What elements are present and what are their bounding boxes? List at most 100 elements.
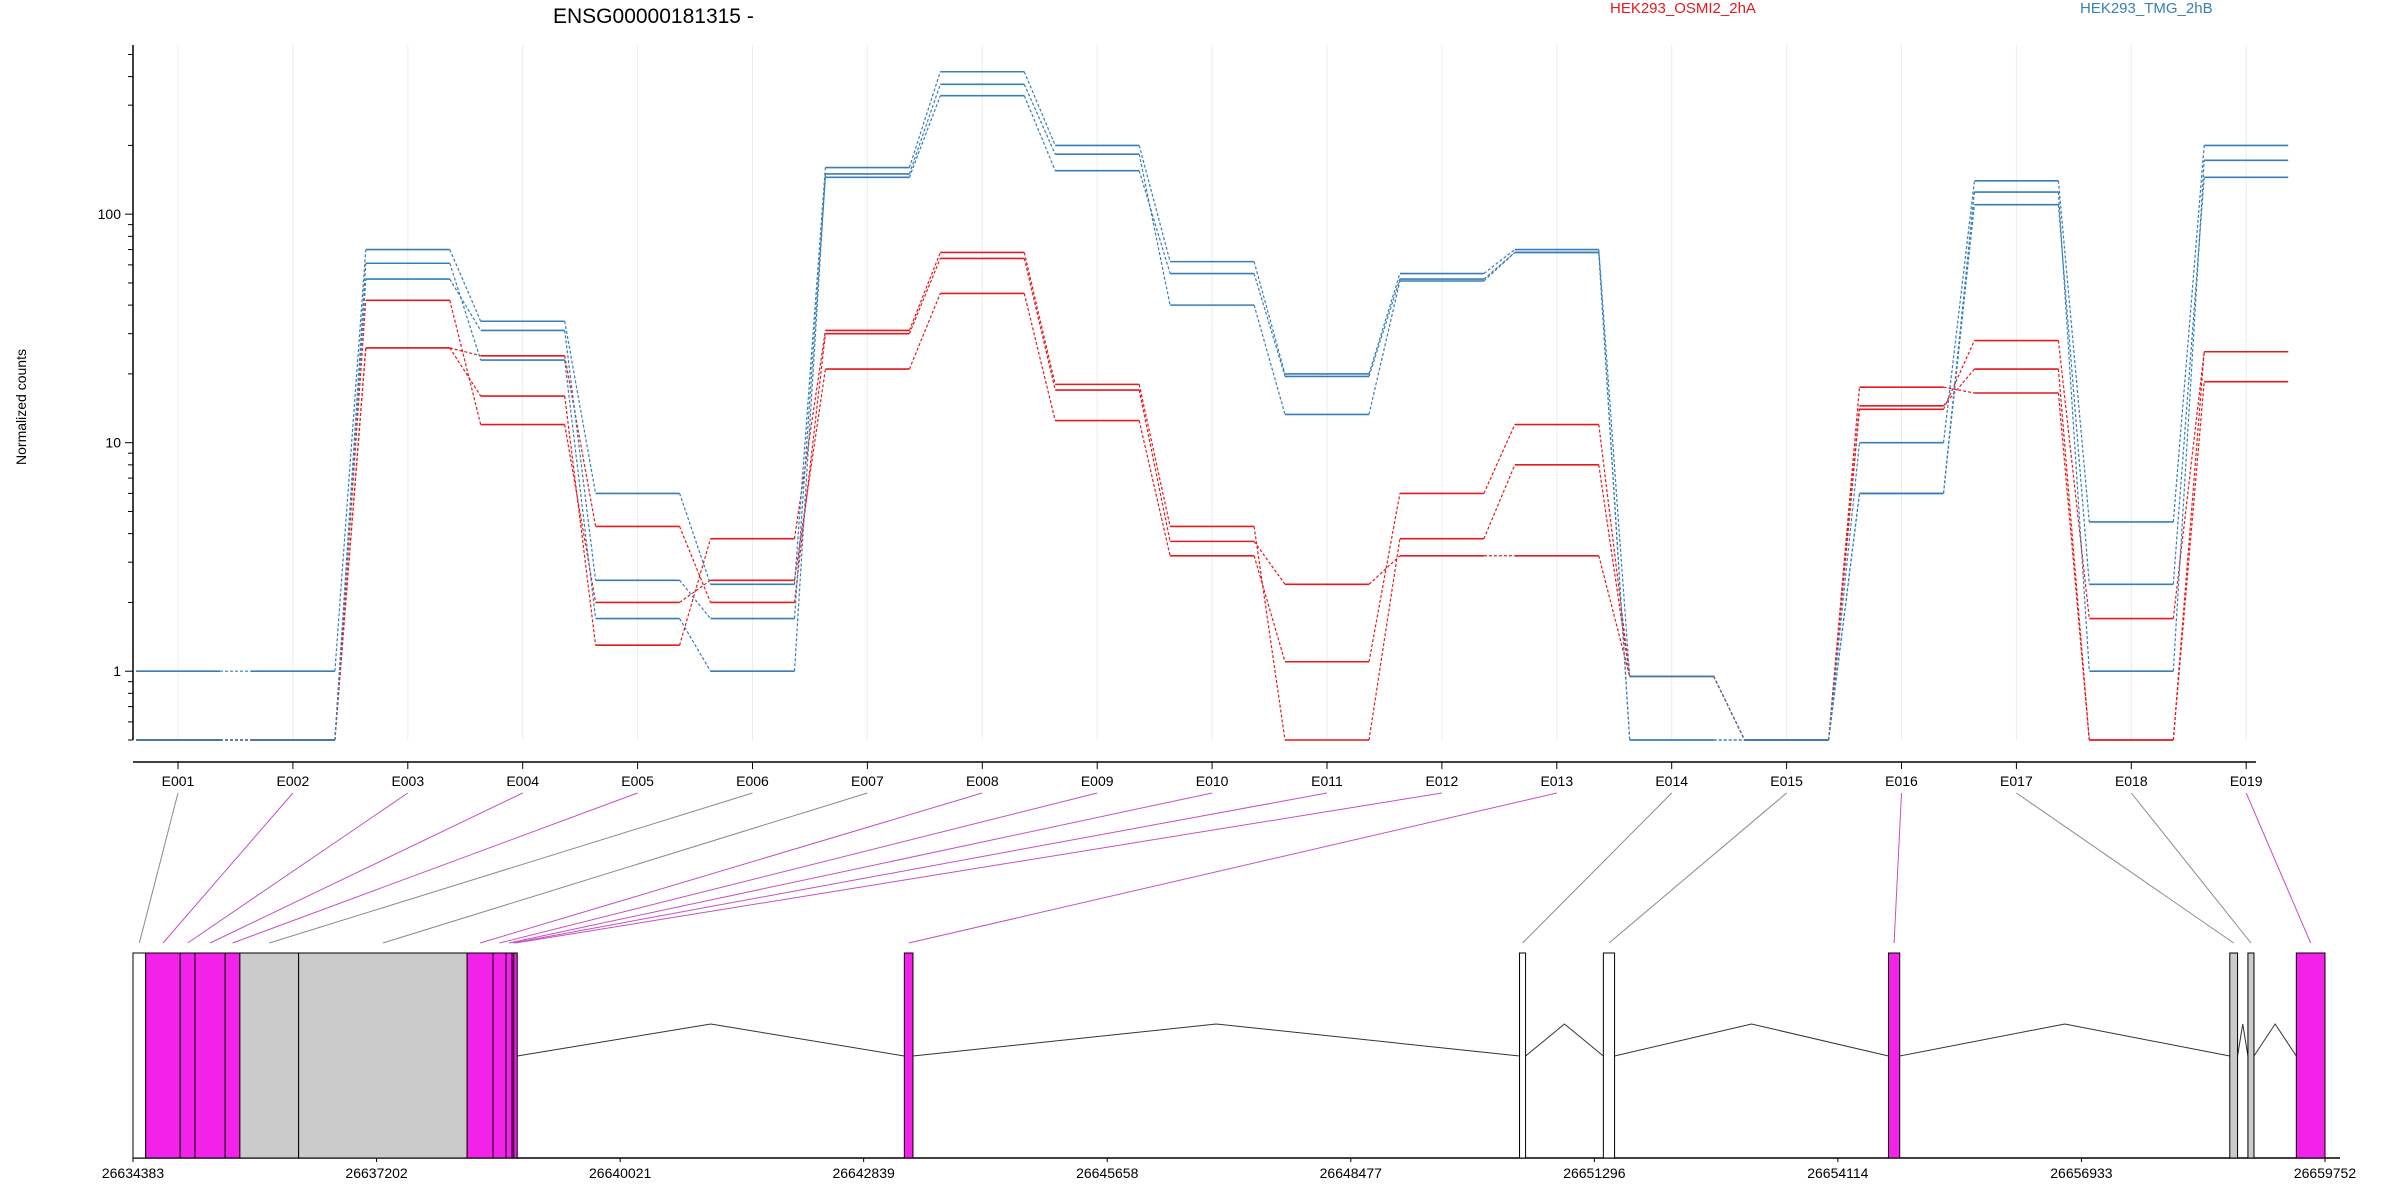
transition-segment [2057, 340, 2090, 619]
y-axis-label: Normalized counts [13, 349, 29, 465]
transition-segment [1138, 170, 1171, 274]
x-tick-label-E017: E017 [2000, 773, 2033, 789]
transition-segment [908, 84, 941, 175]
transition-segment [334, 249, 367, 672]
transition-segment [1138, 420, 1171, 556]
exon-block-E002 [145, 952, 181, 1159]
transition-segment [1943, 368, 1975, 407]
transition-segment [1942, 204, 1975, 494]
genomic-tick-label: 26654114 [1807, 1165, 1868, 1181]
series-4 [136, 70, 2289, 741]
transition-segment [1943, 386, 1975, 394]
transition-segment [1598, 249, 1631, 677]
intron-line [1525, 1023, 1604, 1057]
transition-segment [1253, 273, 1286, 377]
transition-segment [564, 355, 597, 527]
transition-segment [1253, 555, 1286, 662]
connector-E017 [2016, 792, 2234, 944]
connector-E014 [1522, 792, 1673, 944]
connector-E015 [1608, 792, 1787, 944]
exon-block-E016 [1887, 952, 1901, 1159]
transition-segment [908, 252, 941, 331]
genomic-tick-label: 26656933 [2050, 1165, 2113, 1181]
connector-E011 [512, 792, 1328, 944]
transition-segment [1023, 293, 1056, 421]
x-tick-label-E014: E014 [1655, 773, 1688, 789]
exon-block-E014 [1519, 952, 1527, 1159]
transition-segment [2172, 177, 2205, 585]
genomic-tick-label: 26645658 [1076, 1165, 1139, 1181]
exon-connectors [138, 792, 2312, 944]
legend-tmg: HEK293_TMG_2hB [2080, 0, 2213, 17]
gene-model: 26634383 26637202 26640021 26642839 26645658… [102, 952, 2357, 1181]
x-tick-label-E003: E003 [391, 773, 424, 789]
connector-E008 [479, 792, 983, 944]
intron-line [912, 1023, 1520, 1057]
transition-segment [1598, 424, 1631, 677]
transition-segment [1368, 273, 1401, 375]
transition-segment [793, 333, 826, 603]
transition-segment [1253, 541, 1286, 585]
transition-segment [1138, 384, 1171, 527]
transition-segment [1368, 538, 1401, 741]
transition-segment [1253, 526, 1286, 741]
legend-osmi2: HEK293_OSMI2_2hA [1610, 0, 1756, 17]
transition-segment [564, 395, 597, 646]
transition-segment [908, 258, 941, 334]
transition-segment [1023, 252, 1056, 385]
transition-segment [1138, 389, 1171, 542]
connector-E018 [2130, 792, 2252, 944]
exon-block-E005 [224, 952, 241, 1159]
connector-E009 [499, 792, 1098, 944]
transition-segment [793, 167, 826, 585]
transition-segment [2057, 191, 2090, 672]
transition-segment [449, 249, 482, 322]
intron-line [1614, 1023, 1889, 1057]
transition-segment [1023, 95, 1056, 171]
transition-segment [908, 293, 941, 370]
y-tick-label: 100 [98, 206, 122, 222]
exon-block-E006 [239, 952, 300, 1159]
transition-segment [679, 579, 711, 603]
x-tick-label-E010: E010 [1196, 773, 1229, 789]
exon-block-E013 [903, 952, 914, 1159]
connector-E007 [382, 792, 868, 944]
x-tick-label-E005: E005 [621, 773, 654, 789]
x-tick-label-E002: E002 [277, 773, 310, 789]
transition-segment [908, 71, 941, 168]
genomic-tick-label: 26640021 [589, 1165, 652, 1181]
grid-lines [177, 45, 2247, 740]
exon-block-E008 [466, 952, 494, 1159]
x-tick-label-E013: E013 [1540, 773, 1573, 789]
transition-segment [1138, 154, 1171, 306]
transition-segment [908, 95, 941, 178]
transition-segment [1713, 676, 1746, 741]
connector-E003 [187, 792, 409, 944]
transition-segment [564, 330, 597, 581]
transition-segment [1368, 280, 1401, 415]
transition-segment [449, 300, 482, 425]
transition-segment [1828, 493, 1861, 741]
exon-block-E010 [505, 952, 513, 1159]
x-tick-label-E012: E012 [1426, 773, 1459, 789]
transition-segment [1942, 180, 1975, 443]
transition-segment [564, 321, 597, 494]
x-tick-label-E011: E011 [1311, 773, 1343, 789]
genomic-tick-label: 26659752 [2294, 1165, 2357, 1181]
x-tick-label-E007: E007 [851, 773, 884, 789]
intron-line [2237, 1023, 2249, 1057]
chart-title: ENSG00000181315 - [553, 5, 754, 28]
transition-segment [1942, 191, 1975, 494]
transition-segment [1598, 464, 1631, 677]
transition-segment [1253, 304, 1286, 415]
genomic-tick-label: 26642839 [832, 1165, 895, 1181]
series-lines [136, 70, 2289, 741]
connector-E004 [209, 792, 523, 944]
axes: 1 10 100 E001 E002 E003 E004 E005 E006 E007 E008 E0… [98, 45, 2263, 789]
transition-segment [449, 347, 482, 397]
transition-segment [1483, 252, 1516, 280]
transition-segment [334, 347, 367, 741]
transition-segment [1023, 84, 1056, 155]
transition-segment [2057, 392, 2090, 741]
